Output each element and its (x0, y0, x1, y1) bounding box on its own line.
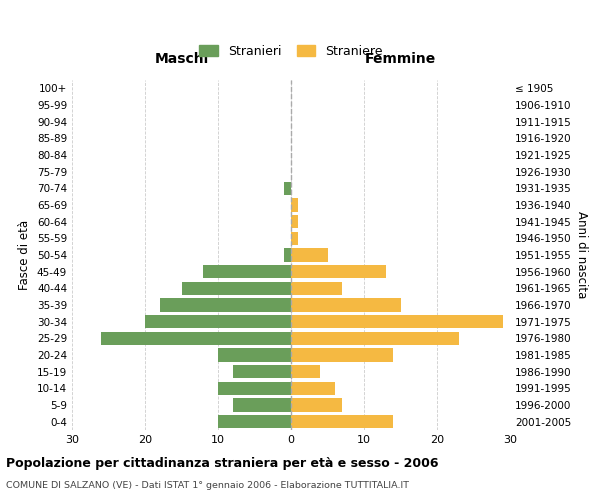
Bar (291, 248, 328, 262)
Bar (291, 315, 503, 328)
Bar (291, 348, 393, 362)
Bar (291, 398, 342, 411)
Bar (101, 332, 291, 345)
Bar (160, 298, 291, 312)
Bar (218, 415, 291, 428)
Bar (291, 215, 298, 228)
Bar (233, 398, 291, 411)
Bar (291, 365, 320, 378)
Text: Popolazione per cittadinanza straniera per età e sesso - 2006: Popolazione per cittadinanza straniera p… (6, 458, 439, 470)
Bar (291, 415, 393, 428)
Bar (291, 265, 386, 278)
Bar (284, 248, 291, 262)
Bar (291, 282, 342, 295)
Bar (233, 365, 291, 378)
Bar (145, 315, 291, 328)
Bar (291, 382, 335, 395)
Bar (218, 348, 291, 362)
Bar (203, 265, 291, 278)
Bar (291, 298, 401, 312)
Text: Femmine: Femmine (365, 52, 436, 66)
Legend: Stranieri, Straniere: Stranieri, Straniere (196, 41, 386, 62)
Y-axis label: Anni di nascita: Anni di nascita (575, 212, 588, 298)
Bar (291, 332, 459, 345)
Text: Maschi: Maschi (154, 52, 209, 66)
Bar (291, 198, 298, 211)
Bar (218, 382, 291, 395)
Y-axis label: Fasce di età: Fasce di età (19, 220, 31, 290)
Bar (182, 282, 291, 295)
Bar (291, 232, 298, 245)
Bar (284, 182, 291, 195)
Text: COMUNE DI SALZANO (VE) - Dati ISTAT 1° gennaio 2006 - Elaborazione TUTTITALIA.IT: COMUNE DI SALZANO (VE) - Dati ISTAT 1° g… (6, 481, 409, 490)
